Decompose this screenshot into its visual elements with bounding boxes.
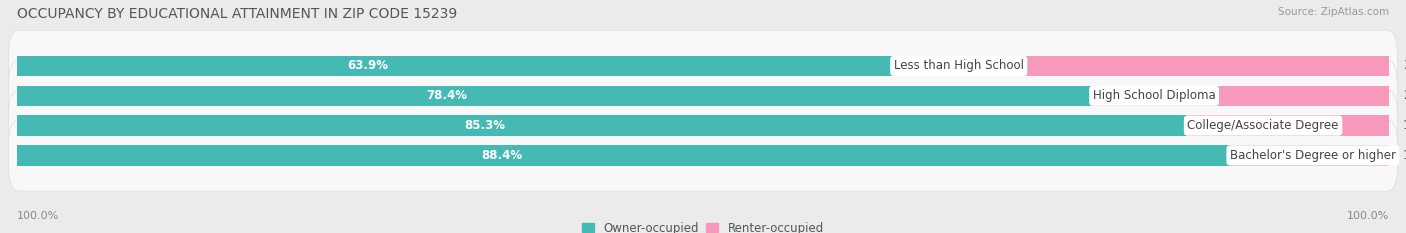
Text: OCCUPANCY BY EDUCATIONAL ATTAINMENT IN ZIP CODE 15239: OCCUPANCY BY EDUCATIONAL ATTAINMENT IN Z…	[17, 7, 457, 21]
FancyBboxPatch shape	[8, 30, 1398, 102]
Text: 21.6%: 21.6%	[1403, 89, 1406, 102]
Text: 100.0%: 100.0%	[1347, 211, 1389, 221]
Text: High School Diploma: High School Diploma	[1092, 89, 1215, 102]
Bar	[17, 56, 894, 76]
FancyBboxPatch shape	[8, 90, 1398, 161]
Text: College/Associate Degree: College/Associate Degree	[1188, 119, 1339, 132]
Text: 36.1%: 36.1%	[1403, 59, 1406, 72]
Text: 100.0%: 100.0%	[17, 211, 59, 221]
Bar	[1230, 145, 1389, 165]
FancyBboxPatch shape	[8, 120, 1398, 191]
Text: Source: ZipAtlas.com: Source: ZipAtlas.com	[1278, 7, 1389, 17]
Bar	[894, 56, 1389, 76]
Bar	[1092, 86, 1389, 106]
Text: 63.9%: 63.9%	[347, 59, 388, 72]
Legend: Owner-occupied, Renter-occupied: Owner-occupied, Renter-occupied	[578, 217, 828, 233]
Text: 11.6%: 11.6%	[1403, 149, 1406, 162]
FancyBboxPatch shape	[8, 60, 1398, 132]
Text: 88.4%: 88.4%	[481, 149, 523, 162]
Bar	[17, 115, 1188, 136]
Text: 85.3%: 85.3%	[464, 119, 506, 132]
Text: 78.4%: 78.4%	[426, 89, 468, 102]
Bar	[17, 86, 1092, 106]
Text: Bachelor's Degree or higher: Bachelor's Degree or higher	[1230, 149, 1396, 162]
Text: Less than High School: Less than High School	[894, 59, 1024, 72]
Bar	[17, 145, 1230, 165]
Bar	[1188, 115, 1389, 136]
Text: 14.7%: 14.7%	[1403, 119, 1406, 132]
